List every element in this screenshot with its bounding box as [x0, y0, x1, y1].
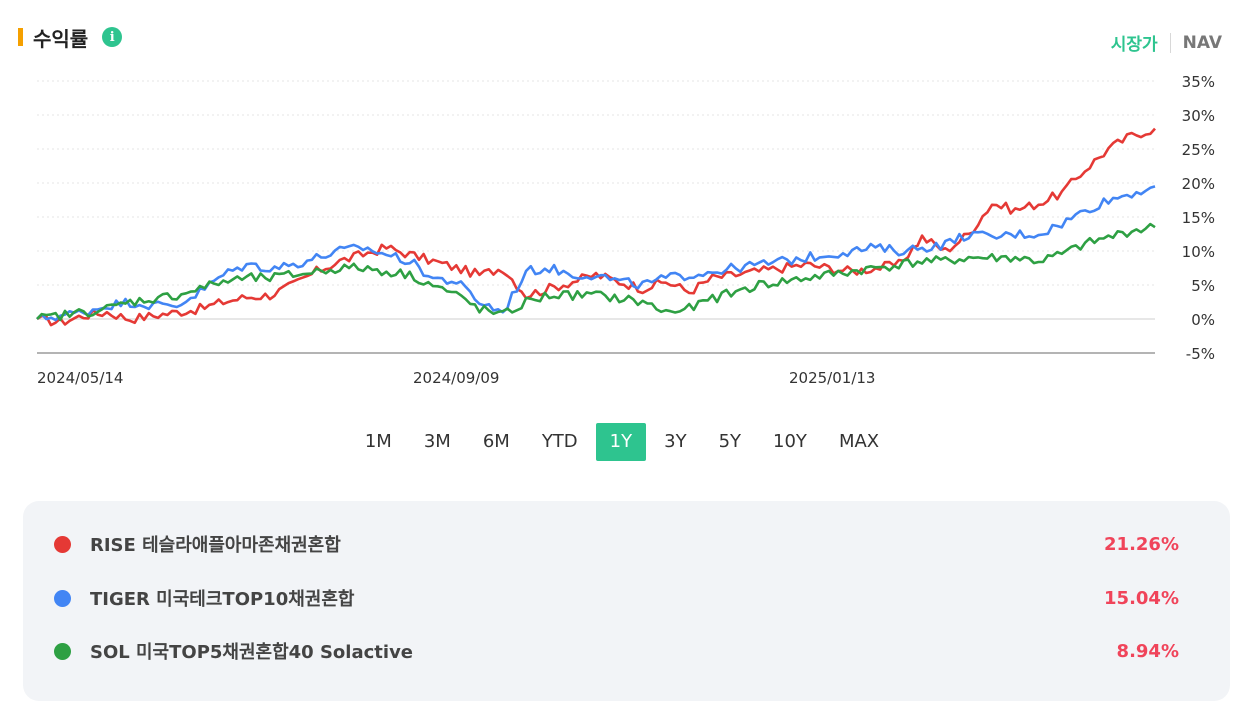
- legend-row[interactable]: TIGER 미국테크TOP10채권혼합 15.04%: [23, 583, 1230, 613]
- series-line-2: [36, 222, 1156, 322]
- y-tick-label: 0%: [1191, 311, 1215, 329]
- y-tick-label: 35%: [1182, 73, 1215, 91]
- x-tick-label: 2024/09/09: [413, 369, 499, 387]
- y-tick-label: 15%: [1182, 209, 1215, 227]
- range-tab-6m[interactable]: 6M: [482, 431, 510, 452]
- legend-row[interactable]: SOL 미국TOP5채권혼합40 Solactive 8.94%: [23, 636, 1230, 666]
- range-tabs: 1M 3M 6M YTD 1Y 3Y 5Y 10Y MAX: [0, 423, 1244, 461]
- range-tab-1m[interactable]: 1M: [364, 431, 392, 452]
- toggle-divider: [1169, 32, 1171, 53]
- legend-return-value: 8.94%: [1116, 640, 1179, 662]
- legend-row[interactable]: RISE 테슬라애플아마존채권혼합 21.26%: [23, 529, 1230, 559]
- range-tab-3m[interactable]: 3M: [423, 431, 451, 452]
- page-title: 수익률: [33, 26, 89, 51]
- info-icon[interactable]: i: [102, 27, 123, 47]
- y-tick-label: -5%: [1186, 345, 1215, 363]
- return-chart[interactable]: 35% 30% 25% 20% 15% 10% 5% 0% -5% 2024/05/14 2024/…: [0, 60, 1244, 400]
- legend-return-value: 15.04%: [1104, 587, 1179, 609]
- range-tab-3y[interactable]: 3Y: [664, 431, 687, 452]
- toggle-nav[interactable]: NAV: [1182, 32, 1222, 53]
- y-tick-label: 30%: [1182, 107, 1215, 125]
- range-tab-5y[interactable]: 5Y: [718, 431, 742, 452]
- legend-return-value: 21.26%: [1104, 533, 1179, 555]
- x-tick-label: 2024/05/14: [37, 369, 123, 387]
- range-tab-10y[interactable]: 10Y: [773, 431, 807, 452]
- legend-dot-icon: [54, 589, 71, 607]
- legend-name: SOL 미국TOP5채권혼합40 Solactive: [90, 642, 414, 663]
- series-line-1: [36, 185, 1156, 322]
- title-accent-bar: [18, 28, 23, 46]
- x-tick-label: 2025/01/13: [789, 369, 875, 387]
- legend-name: TIGER 미국테크TOP10채권혼합: [90, 589, 355, 610]
- toggle-market-price[interactable]: 시장가: [1110, 35, 1158, 55]
- legend-panel: RISE 테슬라애플아마존채권혼합 21.26% TIGER 미국테크TOP10채권…: [23, 501, 1230, 701]
- legend-dot-icon: [54, 642, 71, 660]
- range-tab-1y[interactable]: 1Y: [595, 423, 647, 461]
- y-tick-label: 10%: [1182, 243, 1215, 261]
- price-toggle: 시장가 NAV: [1111, 30, 1222, 55]
- y-tick-label: 5%: [1191, 277, 1215, 295]
- legend-dot-icon: [54, 535, 71, 553]
- y-tick-label: 25%: [1182, 141, 1215, 159]
- range-tab-ytd[interactable]: YTD: [541, 431, 578, 452]
- series-line-0: [36, 127, 1156, 327]
- chart-header: 수익률 i: [18, 25, 123, 51]
- y-tick-label: 20%: [1182, 175, 1215, 193]
- range-tab-max[interactable]: MAX: [838, 431, 880, 452]
- legend-name: RISE 테슬라애플아마존채권혼합: [90, 535, 341, 556]
